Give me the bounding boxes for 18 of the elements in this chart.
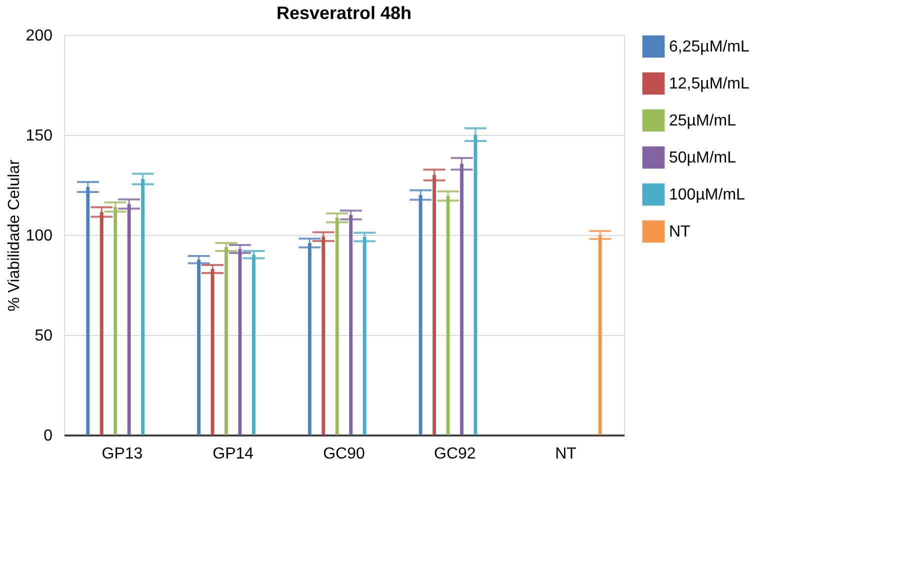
legend-label: 100µM/mL (669, 186, 746, 204)
legend-label: 12,5µM/mL (669, 76, 750, 92)
y-tick-label: 150 (26, 128, 53, 144)
y-tick-label: 50 (34, 328, 53, 344)
y-axis-title: % Viabilidade Celular (6, 158, 23, 312)
x-tick-label: GC90 (323, 446, 365, 462)
legend-label: 6,25µM/mL (669, 38, 750, 56)
y-tick-label: 200 (26, 28, 53, 44)
legend-label: 25µM/mL (669, 112, 736, 130)
y-tick-label: 100 (26, 228, 53, 244)
x-tick-label: GP14 (212, 446, 254, 462)
chart-title: Resveratrol 48h (276, 3, 412, 23)
x-tick-label: GP13 (102, 446, 143, 462)
x-tick-label: GC92 (434, 446, 476, 462)
x-tick-label: NT (555, 446, 577, 462)
legend-label: 50µM/mL (669, 150, 736, 166)
legend-label: NT (669, 224, 691, 240)
y-tick-label: 0 (44, 428, 53, 444)
